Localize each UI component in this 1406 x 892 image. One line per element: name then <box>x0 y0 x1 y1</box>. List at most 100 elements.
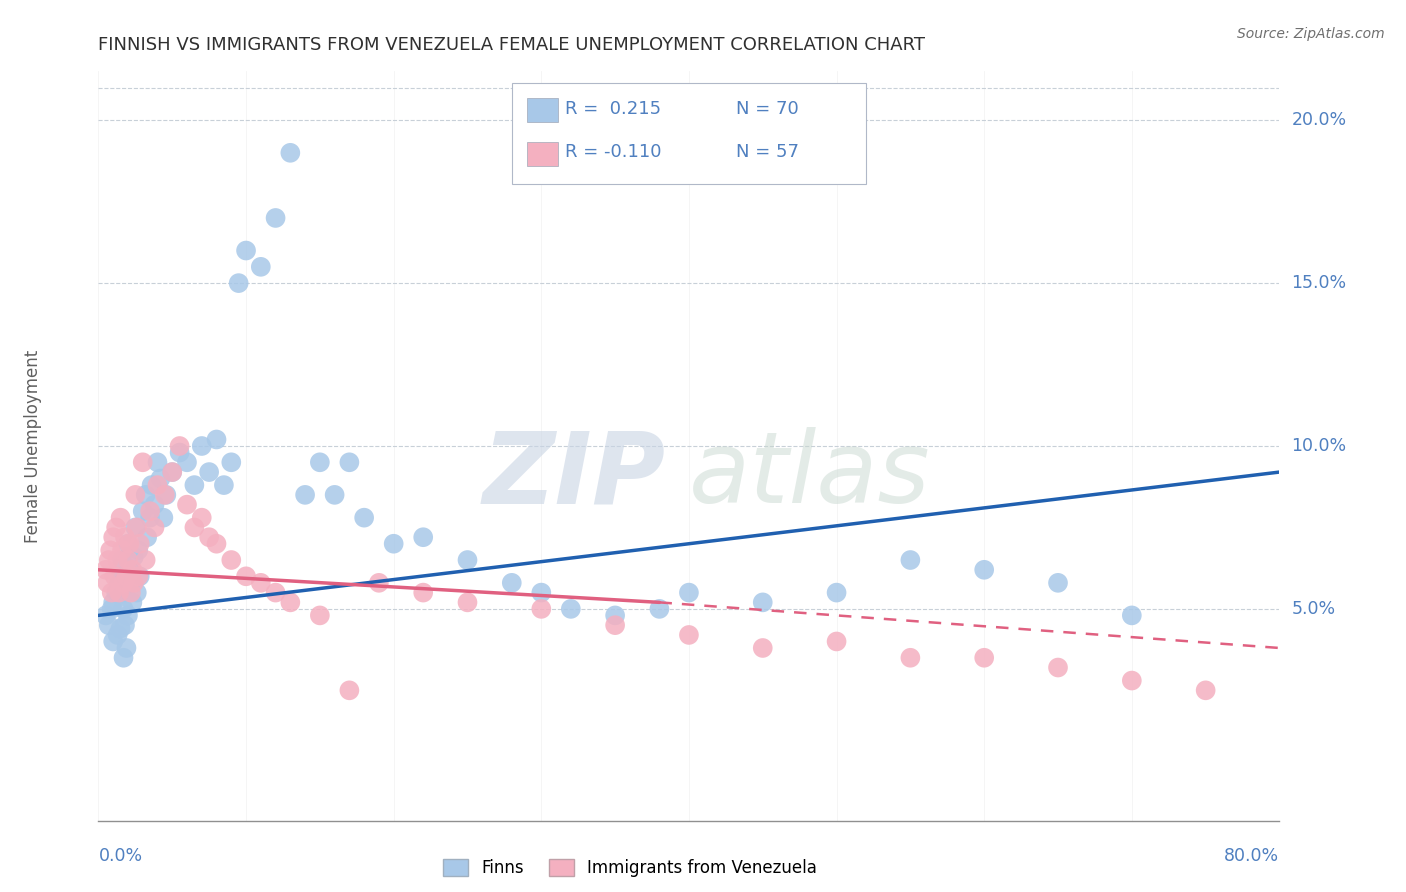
Point <box>294 488 316 502</box>
Point <box>530 585 553 599</box>
Text: N = 70: N = 70 <box>737 100 799 118</box>
Text: 0.0%: 0.0% <box>98 847 142 864</box>
Point <box>121 595 143 609</box>
Point <box>120 585 142 599</box>
Point <box>112 602 135 616</box>
Point <box>368 575 391 590</box>
Point <box>117 537 139 551</box>
Point <box>751 640 773 655</box>
Point <box>122 575 145 590</box>
Point <box>104 569 127 583</box>
Point <box>560 602 582 616</box>
Text: Source: ZipAtlas.com: Source: ZipAtlas.com <box>1237 27 1385 41</box>
Point <box>235 569 257 583</box>
Point <box>235 244 257 258</box>
Point <box>183 478 205 492</box>
Point <box>127 569 149 583</box>
Point <box>153 488 176 502</box>
Point <box>264 585 287 599</box>
Point <box>98 543 121 558</box>
Point <box>121 563 143 577</box>
FancyBboxPatch shape <box>512 83 866 184</box>
Point <box>323 488 346 502</box>
Point <box>118 563 141 577</box>
Point <box>169 439 191 453</box>
Point <box>353 510 375 524</box>
Point <box>112 650 135 665</box>
Point <box>124 488 146 502</box>
Point <box>114 618 136 632</box>
Text: R =  0.215: R = 0.215 <box>565 100 661 118</box>
Point <box>97 618 120 632</box>
Point <box>825 634 848 648</box>
Point <box>825 585 848 599</box>
Point <box>107 553 129 567</box>
Point <box>125 585 148 599</box>
Point <box>382 537 405 551</box>
Text: Female Unemployment: Female Unemployment <box>24 350 42 542</box>
Point <box>127 543 149 558</box>
Point <box>278 145 302 160</box>
Point <box>114 530 136 544</box>
Point <box>136 530 159 544</box>
Point <box>191 439 214 453</box>
Point <box>139 504 162 518</box>
Legend: Finns, Immigrants from Venezuela: Finns, Immigrants from Venezuela <box>436 852 824 883</box>
Point <box>219 455 242 469</box>
Point <box>250 575 273 590</box>
Point <box>141 478 163 492</box>
Point <box>122 549 145 564</box>
Point <box>605 618 627 632</box>
Point <box>205 433 228 447</box>
Point <box>97 553 120 567</box>
Point <box>198 465 221 479</box>
Point <box>132 504 155 518</box>
Point <box>152 510 174 524</box>
Point <box>337 455 360 469</box>
Point <box>678 628 700 642</box>
Point <box>143 520 166 534</box>
Point <box>105 585 128 599</box>
Point <box>412 585 434 599</box>
Point <box>155 488 177 502</box>
Point <box>751 595 773 609</box>
Point <box>103 595 125 609</box>
Point <box>973 563 995 577</box>
Point <box>100 602 122 616</box>
Point <box>278 595 302 609</box>
Point <box>309 608 332 623</box>
Point <box>108 575 131 590</box>
Text: 15.0%: 15.0% <box>1291 274 1347 292</box>
Point <box>162 465 183 479</box>
Point <box>605 608 627 623</box>
Point <box>146 455 169 469</box>
Point <box>198 530 221 544</box>
Point <box>169 445 191 459</box>
Text: 5.0%: 5.0% <box>1291 600 1336 618</box>
Point <box>108 585 131 599</box>
Point <box>530 602 553 616</box>
Point <box>118 537 141 551</box>
Point <box>146 478 169 492</box>
Point <box>125 520 148 534</box>
Point <box>183 520 205 534</box>
Point <box>143 498 166 512</box>
Point <box>191 510 214 524</box>
Point <box>212 478 235 492</box>
Point <box>120 575 142 590</box>
Point <box>117 608 139 623</box>
Point <box>219 553 242 567</box>
Text: 80.0%: 80.0% <box>1225 847 1279 864</box>
Text: N = 57: N = 57 <box>737 144 799 161</box>
Point <box>135 488 157 502</box>
Point <box>309 455 332 469</box>
Point <box>100 585 122 599</box>
Point <box>678 585 700 599</box>
Text: R = -0.110: R = -0.110 <box>565 144 661 161</box>
Point <box>176 455 198 469</box>
Point <box>105 520 128 534</box>
Point <box>149 472 172 486</box>
Point <box>128 537 150 551</box>
Point <box>456 595 478 609</box>
Point <box>412 530 434 544</box>
